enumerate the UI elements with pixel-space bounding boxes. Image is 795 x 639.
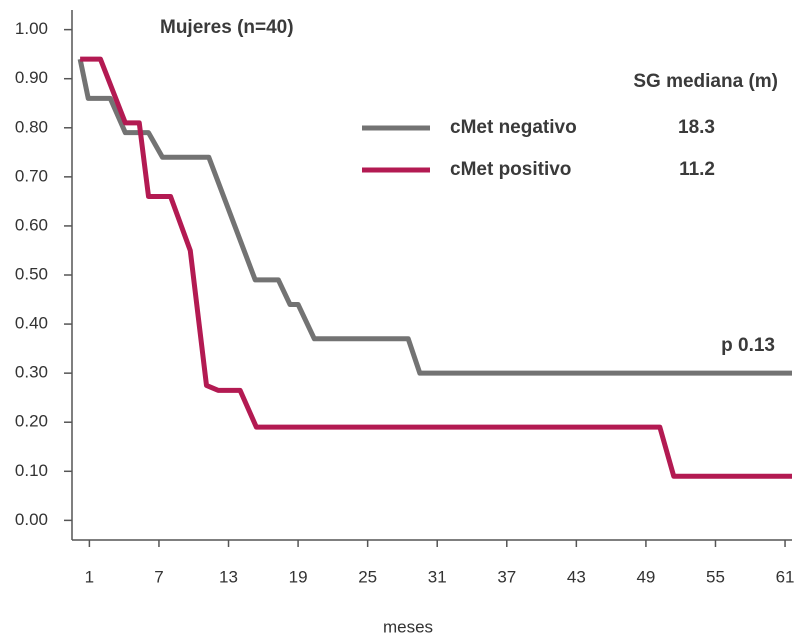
x-tick-label: 1 [85, 567, 94, 586]
survival-line [77, 58, 792, 376]
y-tick-label: 1.00 [15, 19, 48, 38]
y-tick-label: 0.50 [15, 264, 48, 283]
legend-label: cMet negativo [450, 117, 577, 138]
x-tick-label: 19 [289, 567, 308, 586]
y-tick-label: 0.90 [15, 68, 48, 87]
annotation: p 0.13 [721, 335, 775, 356]
y-tick-label: 0.10 [15, 461, 48, 480]
y-tick-label: 0.20 [15, 412, 48, 431]
x-tick-label: 31 [428, 567, 447, 586]
x-tick-label: 61 [776, 567, 795, 586]
x-tick-label: 49 [636, 567, 655, 586]
y-tick-label: 0.40 [15, 314, 48, 333]
x-tick-label: 55 [706, 567, 725, 586]
x-tick-label: 7 [154, 567, 163, 586]
x-tick-label: 43 [567, 567, 586, 586]
legend-title: SG mediana (m) [633, 71, 778, 92]
survival-line [80, 56, 792, 479]
x-tick-label: 25 [358, 567, 377, 586]
y-tick-label: 0.70 [15, 166, 48, 185]
x-tick-label: 37 [497, 567, 516, 586]
legend-median: 11.2 [679, 159, 715, 180]
x-axis-label: meses [383, 617, 433, 636]
legend-label: cMet positivo [450, 159, 571, 180]
y-tick-label: 0.30 [15, 363, 48, 382]
legend-median: 18.3 [678, 117, 715, 138]
x-tick-label: 13 [219, 567, 238, 586]
chart-title: Mujeres (n=40) [160, 17, 294, 38]
y-tick-label: 0.00 [15, 510, 48, 529]
y-tick-label: 0.80 [15, 117, 48, 136]
y-tick-label: 0.60 [15, 215, 48, 234]
